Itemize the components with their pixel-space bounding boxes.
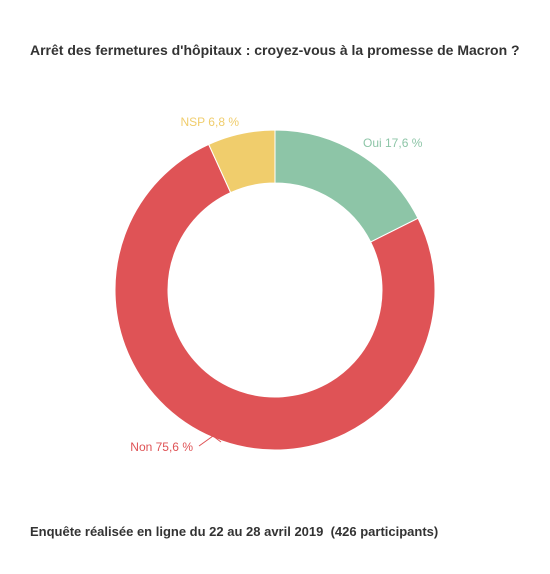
slice-non — [114, 143, 436, 451]
slice-nsp — [208, 129, 276, 194]
chart-footer: Enquête réalisée en ligne du 22 au 28 av… — [30, 524, 439, 539]
slice-label-oui: Oui 17,6 % — [363, 136, 423, 150]
labels-layer: Oui 17,6 % Non 75,6 % NSP 6,8 % — [130, 115, 422, 454]
slices-layer — [114, 129, 436, 451]
chart-title: Arrêt des fermetures d'hôpitaux : croyez… — [30, 42, 520, 58]
slice-label-nsp: NSP 6,8 % — [181, 115, 240, 129]
slice-label-non: Non 75,6 % — [130, 440, 193, 454]
leader-line-non — [198, 435, 222, 447]
